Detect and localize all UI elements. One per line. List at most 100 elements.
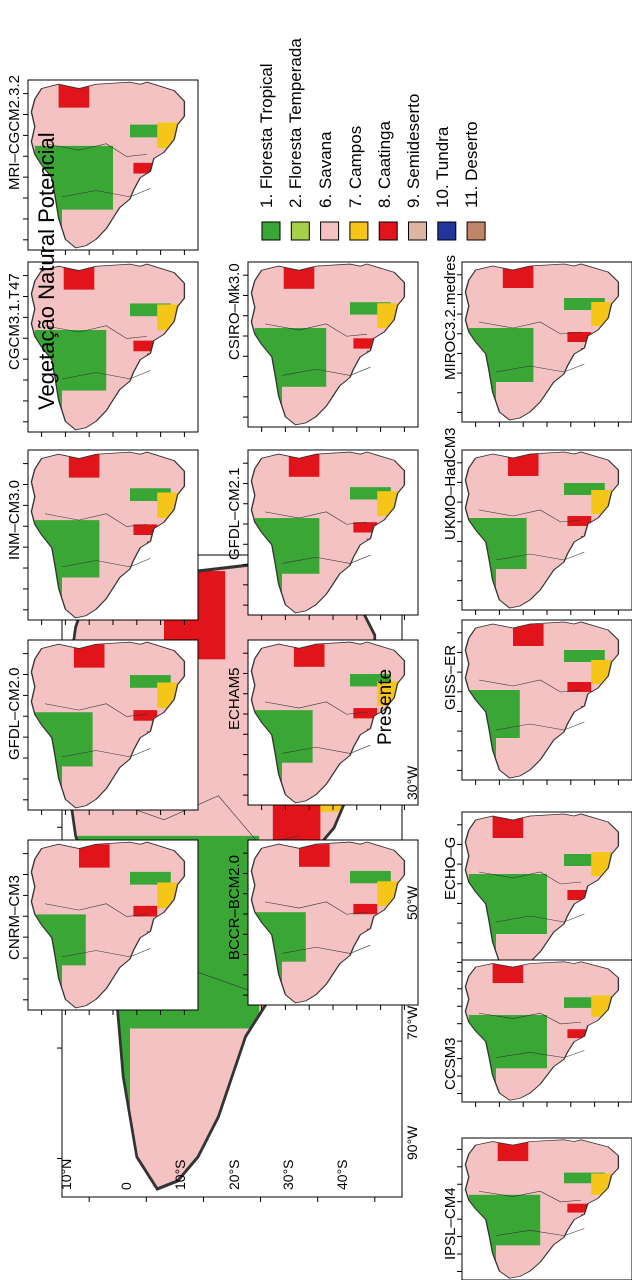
caatinga-area bbox=[353, 903, 378, 915]
model-map-panel bbox=[23, 639, 199, 815]
model-map-panel bbox=[23, 839, 199, 1015]
model-map-panel bbox=[457, 959, 632, 1107]
caatinga-area bbox=[567, 1029, 592, 1039]
caatinga-area bbox=[272, 803, 321, 844]
model-map-panel bbox=[457, 1137, 632, 1280]
caatinga-area bbox=[507, 454, 539, 476]
legend-swatch bbox=[378, 221, 398, 241]
model-map-panel bbox=[243, 839, 419, 1010]
legend-label: 11. Deserto bbox=[462, 121, 481, 208]
model-title: BCCR–BCM2.0 bbox=[226, 854, 243, 960]
legend-swatch bbox=[408, 221, 427, 241]
legend-swatch bbox=[437, 221, 457, 241]
legend-label: 8. Caatinga bbox=[375, 121, 394, 208]
lat-tick-label: 10°S bbox=[172, 1159, 188, 1190]
lat-tick-label: 20°S bbox=[226, 1159, 242, 1190]
model-map-panel bbox=[243, 261, 419, 432]
caatinga-area bbox=[288, 454, 320, 477]
legend-swatch bbox=[261, 221, 281, 241]
lat-tick-label: 10°N bbox=[58, 1158, 74, 1190]
caatinga-area bbox=[133, 524, 158, 535]
model-map-panel bbox=[457, 811, 632, 977]
caatinga-area bbox=[283, 266, 315, 289]
caatinga-area bbox=[133, 162, 158, 174]
model-title: CCSM3 bbox=[442, 1037, 459, 1090]
border-line bbox=[265, 702, 370, 754]
caatinga-area bbox=[353, 522, 378, 533]
lon-tick-label: 30°W bbox=[404, 765, 420, 800]
model-title: UKMO–HadCM3 bbox=[442, 427, 459, 540]
model-title: INM–CM3.0 bbox=[6, 479, 23, 560]
model-title: IPSL–CM4 bbox=[442, 1187, 459, 1260]
caatinga-area bbox=[133, 340, 158, 352]
model-title: GFDL–CM2.1 bbox=[226, 467, 243, 560]
model-title: CSIRO–Mk3.0 bbox=[226, 263, 243, 360]
legend-swatch bbox=[320, 221, 340, 241]
atlantic-forest-area bbox=[564, 1172, 605, 1184]
model-title: CGCM3.1.T47 bbox=[6, 273, 23, 370]
caatinga-area bbox=[513, 624, 544, 646]
atlantic-forest-area bbox=[130, 871, 171, 885]
caatinga-area bbox=[567, 682, 592, 692]
border-line bbox=[45, 326, 150, 379]
caatinga-area bbox=[492, 816, 524, 838]
model-title: MRI–CGCM2.3.2 bbox=[6, 74, 23, 190]
legend-swatch bbox=[466, 221, 486, 241]
caatinga-area bbox=[567, 890, 592, 900]
border-line bbox=[265, 512, 370, 564]
caatinga-area bbox=[353, 708, 378, 719]
border-line bbox=[265, 902, 370, 954]
border-line bbox=[45, 144, 150, 197]
lon-tick-label: 70°W bbox=[404, 1005, 420, 1040]
lat-tick-label: 30°S bbox=[280, 1159, 296, 1190]
caatinga-area bbox=[497, 1141, 529, 1162]
legend-swatch bbox=[290, 221, 310, 241]
atlantic-forest-area bbox=[564, 997, 605, 1008]
border-line bbox=[479, 1013, 584, 1057]
model-title: GISS–ER bbox=[442, 644, 459, 710]
model-title: ECHAM5 bbox=[226, 667, 243, 730]
period-label: Presente bbox=[375, 668, 396, 745]
border-line bbox=[45, 514, 150, 567]
caatinga-area bbox=[353, 338, 378, 349]
border-line bbox=[479, 322, 584, 372]
border-line bbox=[45, 904, 150, 957]
model-title: ECHO–G bbox=[442, 836, 459, 900]
model-map-panel bbox=[23, 79, 199, 255]
caatinga-area bbox=[133, 710, 158, 721]
caatinga-area bbox=[293, 644, 325, 667]
caatinga-area bbox=[73, 644, 105, 668]
atlantic-forest-area bbox=[350, 870, 391, 884]
caatinga-area bbox=[502, 266, 534, 288]
caatinga-area bbox=[299, 844, 330, 867]
lat-tick-label: 40°S bbox=[334, 1159, 350, 1190]
caatinga-area bbox=[68, 454, 100, 478]
model-title: MIROC3.2.medres bbox=[442, 254, 459, 380]
legend-swatch bbox=[349, 221, 369, 241]
border-line bbox=[479, 680, 584, 730]
model-map-panel bbox=[23, 261, 199, 437]
legend-label: 7. Campos bbox=[346, 125, 365, 208]
lon-tick-label: 90°W bbox=[404, 1125, 420, 1160]
legend-label: 10. Tundra bbox=[433, 126, 452, 208]
caatinga-area bbox=[133, 905, 158, 917]
atlantic-forest-area bbox=[564, 650, 605, 662]
lat-tick-label: 0 bbox=[118, 1182, 134, 1190]
model-title: CNRM–CM3 bbox=[6, 874, 23, 960]
legend-label: 1. Floresta Tropical bbox=[257, 63, 276, 208]
border-line bbox=[45, 704, 150, 757]
model-map-panel bbox=[243, 639, 419, 810]
border-line bbox=[479, 872, 584, 922]
border-line bbox=[265, 324, 370, 376]
model-map-panel bbox=[457, 449, 632, 615]
model-map-panel bbox=[23, 449, 199, 625]
model-map-panel bbox=[243, 449, 419, 620]
legend-label: 9. Semideserto bbox=[404, 93, 423, 208]
model-map-panel bbox=[457, 261, 632, 427]
border-line bbox=[479, 1191, 584, 1235]
model-map-panel bbox=[457, 619, 632, 785]
legend-label: 2. Floresta Temperada bbox=[286, 38, 305, 208]
model-title: GFDL–CM2.0 bbox=[6, 667, 23, 760]
